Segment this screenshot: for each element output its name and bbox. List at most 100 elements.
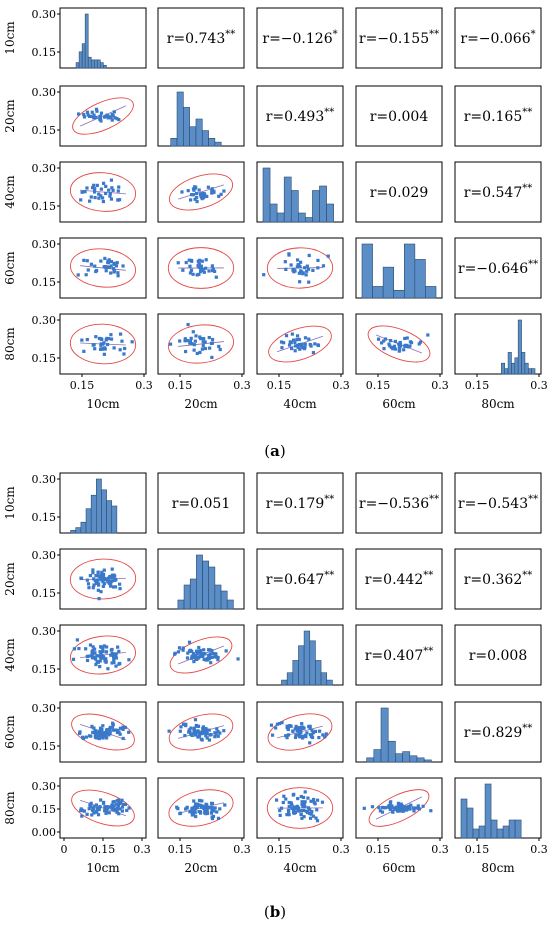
data-point: [177, 646, 182, 650]
panel-b: r=0.051 r=0.179** r=−0.536** r=−0.543** 10cm…: [3, 472, 548, 875]
histogram-bar: [85, 508, 92, 534]
data-point: [89, 801, 93, 805]
data-point: [192, 188, 196, 192]
data-point: [295, 727, 299, 731]
data-point: [96, 813, 101, 817]
data-point: [188, 809, 193, 813]
data-point: [207, 335, 211, 340]
data-point: [279, 340, 284, 344]
data-point: [127, 730, 131, 734]
data-point: [121, 802, 126, 807]
x-tick-label: 0.15: [267, 843, 292, 856]
cell-b-0-3: r=−0.536**: [355, 472, 443, 534]
data-point: [97, 807, 101, 812]
data-point: [205, 803, 209, 807]
data-point: [109, 653, 113, 657]
data-point: [120, 798, 124, 802]
data-point: [179, 725, 183, 729]
x-tick-label: 0.3: [431, 843, 449, 856]
significance-mark: **: [225, 29, 235, 40]
data-point: [91, 568, 95, 572]
data-point: [109, 333, 113, 337]
data-point: [99, 347, 103, 351]
data-point: [189, 258, 193, 263]
data-point: [96, 588, 100, 592]
data-point: [209, 341, 214, 346]
data-point: [96, 570, 100, 574]
data-point: [112, 804, 116, 808]
data-point: [310, 728, 314, 732]
data-point: [180, 190, 184, 194]
cell-frame: [454, 701, 542, 763]
data-point: [310, 810, 314, 814]
y-tick-label: 0.15: [32, 46, 57, 59]
histogram-bar: [326, 203, 334, 223]
cell-b-4-2: [256, 777, 344, 839]
histogram-bar: [81, 43, 86, 69]
histogram-bar: [496, 828, 504, 839]
data-point: [202, 648, 206, 652]
data-point: [201, 804, 205, 808]
data-point: [394, 805, 398, 809]
cell-b-1-3: r=0.442**: [355, 548, 443, 610]
significance-mark: **: [324, 570, 334, 581]
correlation-label: r=0.004: [370, 109, 429, 125]
data-point: [109, 259, 114, 264]
data-point: [288, 723, 292, 728]
histogram-bar: [103, 65, 107, 69]
data-point: [210, 191, 214, 195]
data-point: [398, 809, 402, 813]
confidence-ellipse: [69, 558, 137, 600]
data-point: [82, 349, 86, 353]
data-point: [190, 732, 194, 737]
data-point: [97, 196, 101, 200]
data-point: [197, 645, 201, 650]
data-point: [101, 584, 105, 588]
data-point: [390, 806, 394, 810]
data-point: [192, 343, 196, 347]
data-point: [185, 338, 189, 343]
x-tick-label: 0.15: [70, 379, 95, 392]
data-point: [178, 811, 182, 816]
y-axis-label: 10cm: [3, 486, 17, 520]
data-point: [208, 652, 212, 656]
data-point: [183, 349, 188, 354]
data-point: [388, 338, 393, 343]
x-tick-label: 0.3: [332, 843, 350, 856]
data-point: [301, 795, 306, 800]
data-point: [288, 340, 292, 344]
data-point: [103, 805, 107, 809]
data-point: [188, 271, 193, 275]
cell-frame: [355, 624, 443, 686]
histogram-bar: [269, 203, 278, 223]
x-axis-label: 60cm: [382, 397, 416, 411]
data-point: [188, 649, 192, 653]
data-point: [313, 342, 317, 346]
data-point: [117, 730, 121, 734]
data-point: [281, 800, 285, 805]
histogram-bar: [315, 660, 322, 686]
data-point: [204, 266, 208, 270]
cell-a-3-2: [256, 237, 344, 299]
x-tick-label: 0.15: [465, 379, 490, 392]
data-point: [303, 342, 307, 346]
data-point: [115, 730, 120, 735]
cell-frame: [454, 85, 542, 147]
data-point: [116, 271, 120, 275]
data-point: [99, 259, 103, 263]
data-point: [193, 718, 198, 722]
data-point: [196, 730, 200, 734]
data-point: [298, 280, 302, 284]
data-point: [101, 181, 106, 185]
data-point: [397, 807, 401, 811]
histogram-bar: [382, 266, 395, 299]
data-point: [302, 808, 306, 813]
data-point: [383, 806, 388, 810]
data-point: [277, 721, 282, 726]
histogram-bar: [208, 137, 216, 147]
data-point: [98, 650, 102, 654]
data-point: [173, 652, 177, 656]
data-point: [110, 725, 115, 729]
data-point: [200, 654, 205, 658]
data-point: [262, 273, 266, 277]
